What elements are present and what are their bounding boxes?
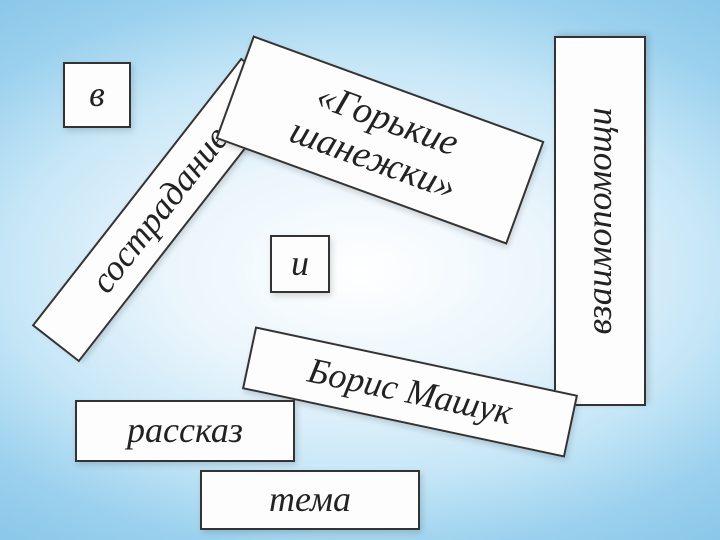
card-i-text: и <box>291 244 309 284</box>
card-tema: тема <box>200 470 420 530</box>
card-vzaimo: взаимопомощи <box>554 36 646 406</box>
card-rasskaz-text: рассказ <box>127 411 243 451</box>
card-v-text: в <box>89 75 105 115</box>
card-vzaimo-text: взаимопомощи <box>580 108 620 335</box>
card-tema-text: тема <box>269 480 351 520</box>
card-rasskaz: рассказ <box>75 400 295 462</box>
card-v: в <box>63 62 131 128</box>
card-i: и <box>270 235 330 293</box>
